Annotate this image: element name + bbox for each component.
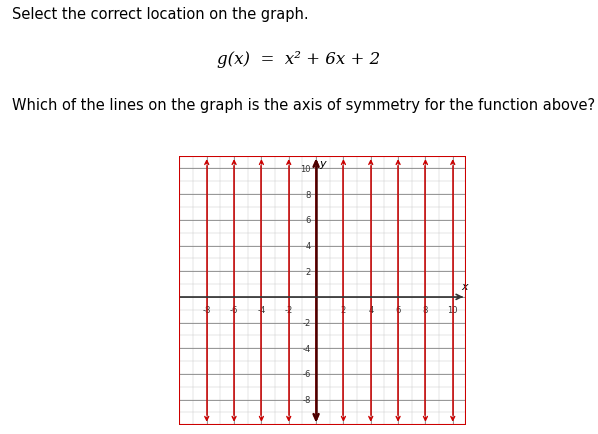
Text: -6: -6 [230, 305, 238, 314]
Text: 2: 2 [306, 267, 310, 276]
Text: g(x)  =  x² + 6x + 2: g(x) = x² + 6x + 2 [218, 51, 380, 68]
Text: y: y [319, 159, 326, 169]
Text: -6: -6 [302, 370, 310, 378]
Text: 6: 6 [395, 305, 401, 314]
Text: -4: -4 [303, 344, 310, 353]
Text: -2: -2 [303, 318, 310, 327]
Text: 6: 6 [305, 216, 310, 225]
Text: Which of the lines on the graph is the axis of symmetry for the function above?: Which of the lines on the graph is the a… [12, 98, 595, 113]
Text: -8: -8 [203, 305, 211, 314]
Text: -8: -8 [302, 395, 310, 404]
Text: Select the correct location on the graph.: Select the correct location on the graph… [12, 7, 309, 22]
Text: -2: -2 [285, 305, 293, 314]
Text: 10: 10 [300, 164, 310, 174]
Text: 4: 4 [368, 305, 373, 314]
Text: x: x [462, 281, 468, 291]
Text: -4: -4 [257, 305, 266, 314]
Text: 2: 2 [341, 305, 346, 314]
Text: 8: 8 [423, 305, 428, 314]
Text: 10: 10 [447, 305, 458, 314]
Text: 8: 8 [305, 190, 310, 199]
Text: 4: 4 [306, 241, 310, 250]
